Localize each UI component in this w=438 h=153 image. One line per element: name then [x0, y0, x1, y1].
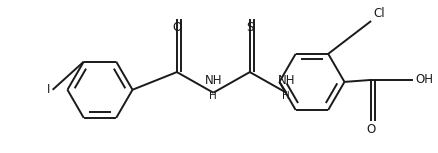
Text: OH: OH [415, 73, 433, 86]
Text: NH: NH [277, 74, 294, 87]
Text: H: H [282, 91, 290, 101]
Text: O: O [366, 123, 375, 136]
Text: S: S [246, 21, 253, 34]
Text: I: I [47, 83, 50, 96]
Text: H: H [209, 91, 217, 101]
Text: NH: NH [204, 74, 222, 87]
Text: Cl: Cl [372, 7, 384, 20]
Text: O: O [172, 21, 181, 34]
